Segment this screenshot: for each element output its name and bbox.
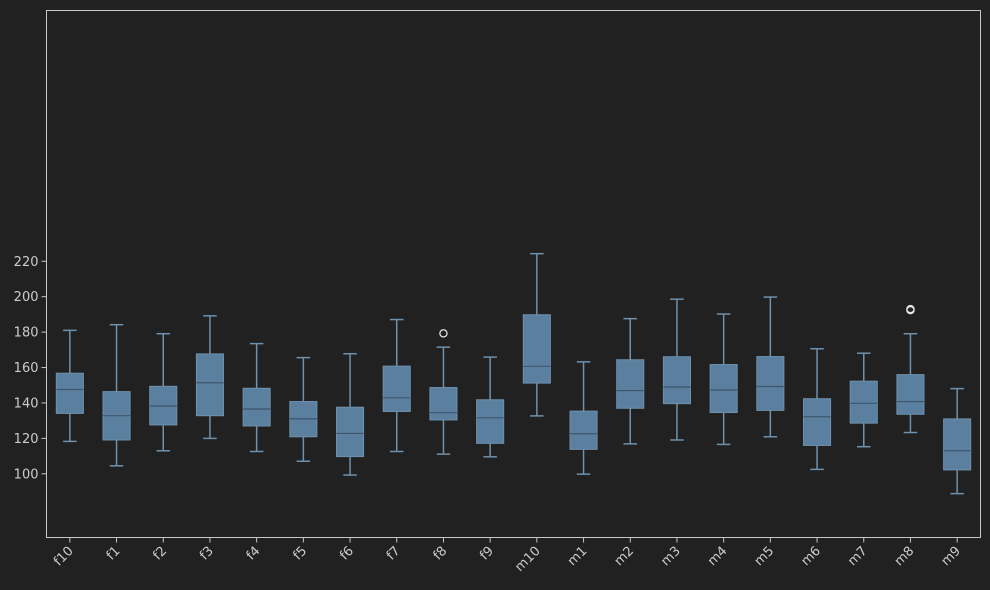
x-axis: f10 f1 f2 f3 f4 f5 f6 f7 f8 f9 m10 m1 m2 m3 m4 m5 m6 m7 m8…: [51, 537, 964, 575]
x-tick-label: m7: [845, 544, 870, 569]
box: [709, 364, 738, 414]
box: [662, 356, 691, 405]
box-group: [382, 318, 411, 453]
x-tick-label: m10: [512, 544, 543, 575]
box-group: [616, 317, 645, 445]
box: [896, 374, 925, 415]
box: [943, 418, 972, 471]
box-group: [803, 348, 832, 471]
box: [569, 410, 598, 450]
y-tick-label: 180: [14, 326, 39, 341]
x-tick-label: m1: [565, 544, 590, 569]
x-tick-label: f7: [384, 544, 404, 564]
y-tick-label: 100: [14, 467, 39, 482]
x-tick-label: f4: [244, 544, 264, 564]
x-tick-label: m6: [798, 544, 823, 569]
box-group: [289, 356, 318, 462]
box: [849, 380, 878, 424]
box-group: [242, 342, 271, 453]
boxes: [55, 252, 972, 495]
box-group: [195, 315, 224, 440]
x-tick-label: f1: [104, 544, 124, 564]
box-group: [756, 296, 785, 438]
box-group: [336, 352, 365, 476]
outlier-point: [906, 304, 915, 314]
x-tick-label: m4: [705, 544, 730, 569]
x-tick-label: f3: [197, 544, 217, 564]
x-tick-label: f5: [290, 544, 310, 564]
box: [756, 356, 785, 411]
box-group: [149, 332, 178, 452]
box: [195, 353, 224, 417]
box-group: [896, 304, 925, 434]
y-tick-label: 140: [14, 396, 39, 411]
box-group: [709, 313, 738, 446]
x-tick-label: m2: [612, 544, 637, 569]
box: [336, 406, 365, 458]
box: [476, 399, 505, 444]
box: [242, 387, 271, 427]
box-group: [102, 323, 131, 467]
y-axis: 100 120 140 160 180 200 220: [14, 255, 47, 482]
box-group: [429, 329, 458, 455]
box-group: [569, 361, 598, 475]
x-tick-label: f10: [51, 544, 77, 570]
box-group: [662, 298, 691, 441]
x-tick-label: f9: [477, 544, 497, 564]
outlier-point: [439, 329, 448, 338]
plot-area: [46, 10, 981, 538]
box-group: [849, 352, 878, 448]
box: [803, 398, 832, 446]
box-group: [55, 329, 84, 443]
x-tick-label: m9: [939, 544, 964, 569]
box: [429, 387, 458, 421]
x-tick-label: m8: [892, 544, 917, 569]
x-tick-label: f2: [150, 544, 170, 564]
x-tick-label: m5: [752, 544, 777, 569]
x-tick-label: f8: [431, 544, 451, 564]
x-tick-label: m3: [658, 544, 683, 569]
y-tick-label: 120: [14, 432, 39, 447]
y-tick-label: 220: [14, 255, 39, 270]
box: [616, 359, 645, 409]
box: [522, 314, 551, 384]
y-tick-label: 200: [14, 290, 39, 305]
box: [382, 365, 411, 412]
box-group: [476, 356, 505, 458]
x-tick-label: f6: [337, 544, 357, 564]
box-group: [943, 387, 972, 495]
y-tick-label: 160: [14, 361, 39, 376]
box: [55, 372, 84, 414]
box-group: [522, 252, 551, 417]
